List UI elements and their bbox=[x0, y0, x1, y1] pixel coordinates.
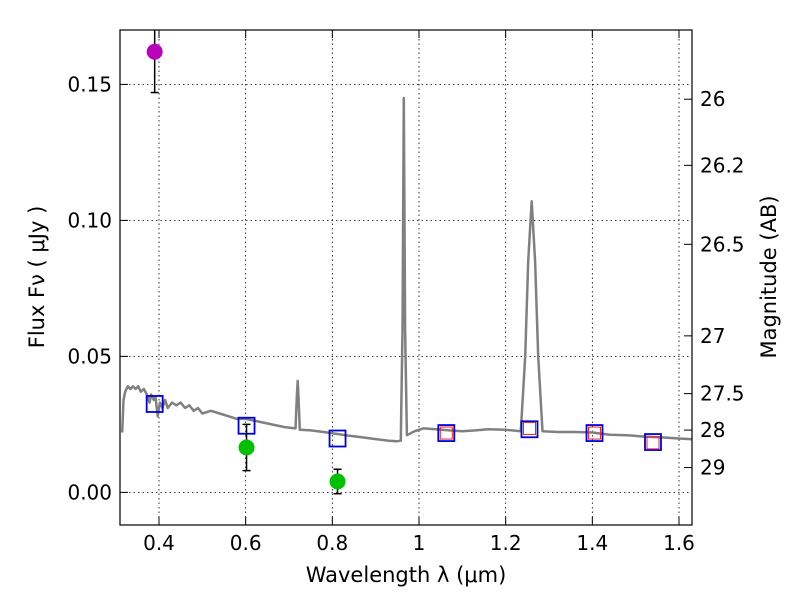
x-tick-label: 1.6 bbox=[663, 531, 695, 555]
model-photometry-square bbox=[328, 429, 347, 448]
observed-nir-square bbox=[523, 421, 536, 435]
y-tick-label: 0.15 bbox=[67, 72, 112, 96]
photometry-points-layer bbox=[145, 30, 662, 495]
y-tick-label: 0.00 bbox=[67, 480, 112, 504]
grid-lines bbox=[120, 30, 692, 525]
mag-tick-label: 26 bbox=[700, 87, 725, 111]
x-tick-label: 1 bbox=[413, 531, 426, 555]
y-tick-label: 0.10 bbox=[67, 208, 112, 232]
mag-tick-label: 27.5 bbox=[700, 382, 745, 406]
model-photometry-square bbox=[145, 395, 164, 413]
plot-frame bbox=[119, 29, 693, 526]
x-axis-label: Wavelength λ (μm) bbox=[306, 563, 507, 587]
spectrum-layer bbox=[120, 96, 693, 443]
observed-photometry-point bbox=[146, 43, 163, 60]
observed-nir-square bbox=[646, 436, 660, 450]
y-axis-right-label: Magnitude (AB) bbox=[757, 195, 781, 358]
mag-tick-label: 28 bbox=[700, 418, 725, 442]
observed-nir-square bbox=[439, 426, 453, 440]
spectrum-line bbox=[120, 96, 693, 443]
observed-nir-square bbox=[588, 426, 601, 440]
x-tick-label: 0.4 bbox=[143, 531, 175, 555]
mag-tick-label: 27 bbox=[700, 324, 725, 348]
x-tick-label: 0.8 bbox=[316, 531, 348, 555]
model-photometry-square bbox=[644, 433, 662, 451]
y-tick-label: 0.05 bbox=[67, 344, 112, 368]
model-photometry-square bbox=[585, 424, 604, 442]
observed-photometry-point bbox=[238, 439, 255, 456]
observed-photometry-point bbox=[329, 473, 346, 490]
mag-tick-label: 29 bbox=[700, 456, 725, 480]
x-tick-label: 1.4 bbox=[576, 531, 608, 555]
axis-ticks: 0.4 0.6 0.8 1 1.2 1.4 1.6 0.00 0.05 0.10 0.15 26 26.… bbox=[67, 30, 745, 555]
x-tick-label: 0.6 bbox=[230, 531, 262, 555]
model-photometry-square bbox=[520, 420, 539, 439]
y-axis-label: Flux Fν ( μJy ) bbox=[25, 206, 49, 349]
mag-tick-label: 26.5 bbox=[700, 232, 745, 256]
mag-tick-label: 26.2 bbox=[700, 153, 745, 177]
x-tick-label: 1.2 bbox=[490, 531, 522, 555]
model-photometry-square bbox=[437, 424, 456, 442]
